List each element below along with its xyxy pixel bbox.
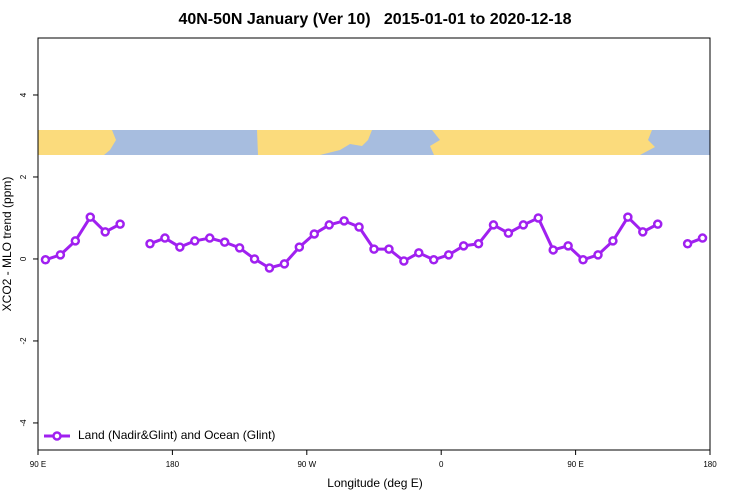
land bbox=[430, 130, 655, 155]
data-point bbox=[160, 233, 170, 243]
y-tick-label: 2 bbox=[19, 174, 28, 179]
y-tick-label: 0 bbox=[19, 256, 28, 261]
x-tick-label: 90 E bbox=[567, 460, 583, 469]
data-point bbox=[264, 263, 275, 273]
plot-frame bbox=[37, 37, 711, 451]
data-point bbox=[204, 233, 215, 243]
data-point bbox=[234, 243, 245, 253]
x-tick-label: 180 bbox=[166, 460, 180, 469]
data-point bbox=[100, 227, 110, 237]
data-point bbox=[623, 212, 633, 222]
data-point bbox=[339, 216, 349, 226]
data-point bbox=[652, 219, 663, 229]
data-point bbox=[548, 245, 558, 255]
data-point bbox=[115, 219, 125, 229]
data-point bbox=[682, 239, 693, 249]
data-point bbox=[608, 236, 618, 246]
map-band bbox=[38, 130, 710, 155]
data-point bbox=[578, 255, 588, 265]
x-tick-label: 180 bbox=[703, 460, 717, 469]
data-point bbox=[279, 259, 290, 269]
y-tick-label: -2 bbox=[19, 337, 28, 345]
y-axis-label: XCO2 - MLO trend (ppm) bbox=[0, 177, 14, 312]
data-point bbox=[309, 229, 320, 239]
data-point bbox=[488, 220, 499, 230]
x-tick-label: 0 bbox=[439, 460, 444, 469]
x-tick-label: 90 E bbox=[30, 460, 46, 469]
data-point bbox=[593, 250, 603, 260]
data-point bbox=[399, 256, 409, 266]
data-point bbox=[443, 250, 454, 260]
chart-title: 40N-50N January (Ver 10) 2015-01-01 to 2… bbox=[178, 11, 571, 28]
x-axis-label: Longitude (deg E) bbox=[327, 476, 422, 490]
data-point bbox=[563, 241, 573, 251]
data-point bbox=[638, 227, 648, 237]
data-point bbox=[458, 241, 469, 251]
data-point bbox=[70, 236, 81, 246]
data-point bbox=[219, 237, 230, 247]
data-point bbox=[354, 222, 364, 232]
x-tick-label: 90 W bbox=[297, 460, 316, 469]
data-point bbox=[697, 233, 708, 243]
land bbox=[38, 130, 116, 155]
data-point bbox=[294, 242, 305, 252]
data-point bbox=[533, 213, 544, 223]
data-point bbox=[369, 244, 379, 254]
data-point bbox=[324, 220, 334, 230]
data-point bbox=[249, 254, 260, 264]
data-point bbox=[40, 255, 51, 265]
data-point bbox=[473, 239, 484, 249]
data-point bbox=[85, 212, 96, 222]
legend-label: Land (Nadir&Glint) and Ocean (Glint) bbox=[78, 428, 275, 442]
data-point bbox=[384, 244, 394, 254]
data-point bbox=[503, 228, 514, 238]
legend-marker bbox=[52, 431, 62, 441]
data-point bbox=[55, 250, 66, 260]
data-point bbox=[428, 255, 439, 265]
y-tick-label: -4 bbox=[19, 419, 28, 427]
data-point bbox=[175, 242, 185, 252]
data-point bbox=[518, 220, 529, 230]
data-point bbox=[145, 239, 155, 249]
land bbox=[257, 130, 372, 155]
data-point bbox=[414, 248, 424, 258]
data-point bbox=[190, 236, 200, 246]
y-tick-label: 4 bbox=[19, 92, 28, 97]
